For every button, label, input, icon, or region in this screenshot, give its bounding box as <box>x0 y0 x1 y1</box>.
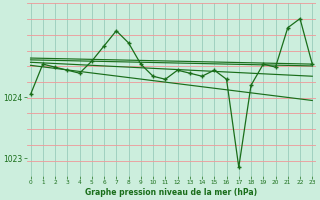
X-axis label: Graphe pression niveau de la mer (hPa): Graphe pression niveau de la mer (hPa) <box>85 188 258 197</box>
